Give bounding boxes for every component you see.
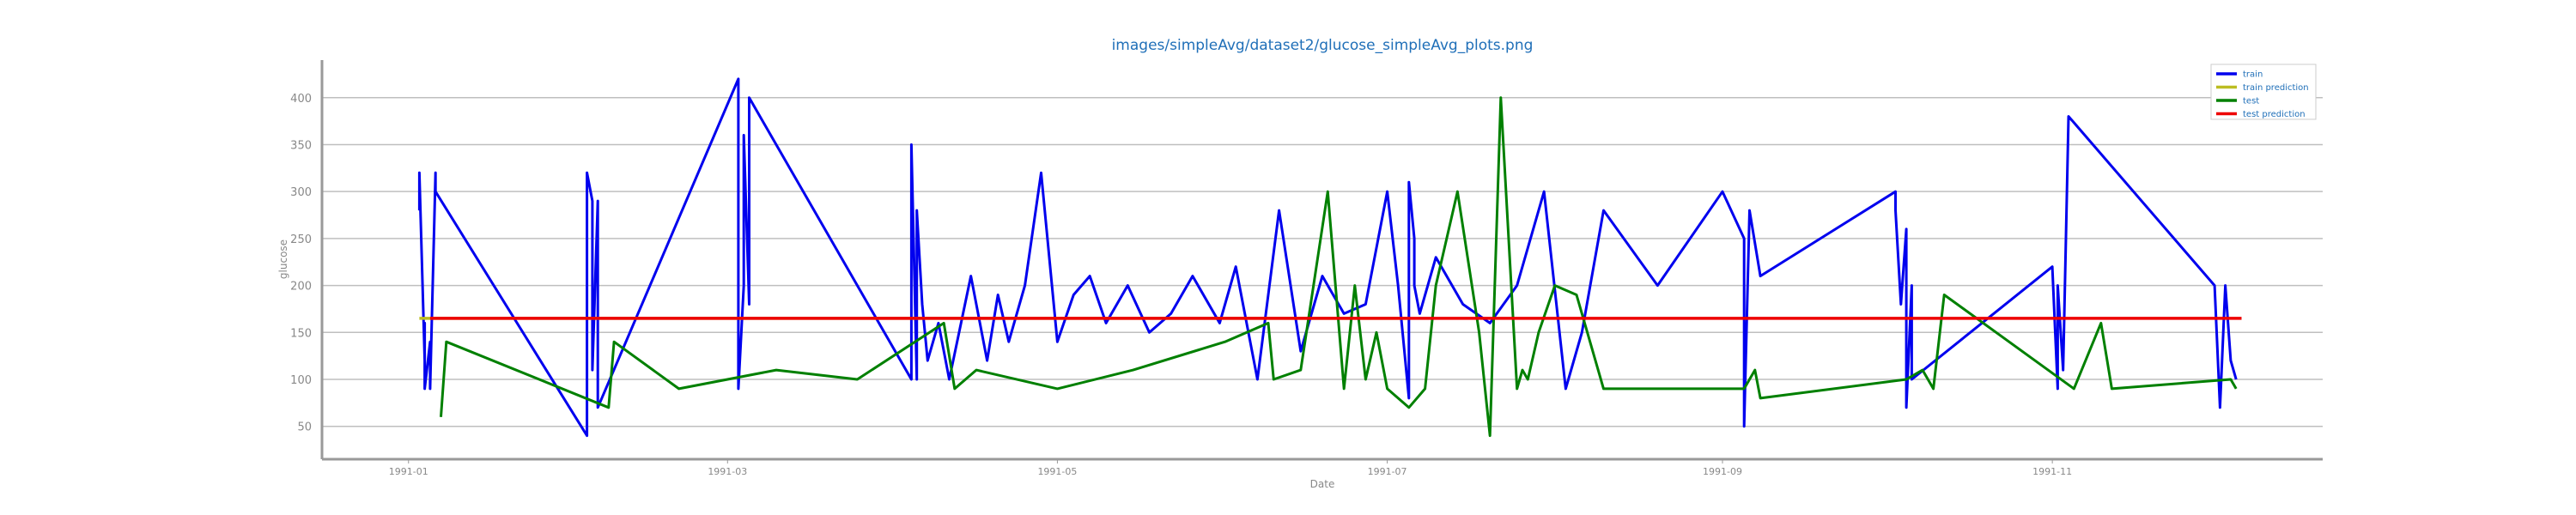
y-tick-label: 350 [290, 139, 312, 152]
x-tick-label: 1991-03 [708, 466, 747, 477]
y-axis-label: glucose [277, 239, 289, 279]
legend-label: train [2243, 70, 2263, 80]
x-tick-label: 1991-07 [1368, 466, 1407, 477]
y-tick-label: 300 [290, 186, 312, 199]
x-axis-label: Date [1310, 478, 1335, 490]
legend-label: test [2243, 97, 2259, 106]
y-tick-label: 250 [290, 233, 312, 246]
x-tick-label: 1991-01 [389, 466, 428, 477]
series-line-test [440, 96, 2238, 438]
plot-series [417, 77, 2242, 438]
y-tick-label: 200 [290, 281, 312, 294]
legend-label: train prediction [2243, 83, 2309, 93]
y-tick-label: 50 [297, 421, 312, 434]
y-tick-label: 100 [290, 374, 312, 387]
grid-lines [322, 97, 2323, 427]
x-axis-ticks: 1991-01 1991-03 1991-05 1991-07 1991-09 1991-… [389, 459, 2072, 477]
legend: train train prediction test test prediction [2210, 64, 2317, 120]
x-tick-label: 1991-11 [2032, 466, 2072, 477]
legend-label: test prediction [2243, 110, 2306, 119]
y-tick-label: 400 [290, 93, 312, 106]
chart-title: images/simpleAvg/dataset2/glucose_simple… [1112, 37, 1534, 54]
y-tick-label: 150 [290, 327, 312, 340]
x-tick-label: 1991-05 [1037, 466, 1077, 477]
x-tick-label: 1991-09 [1703, 466, 1742, 477]
y-axis-ticks: 50 100 150 200 250 300 350 400 [290, 93, 312, 434]
